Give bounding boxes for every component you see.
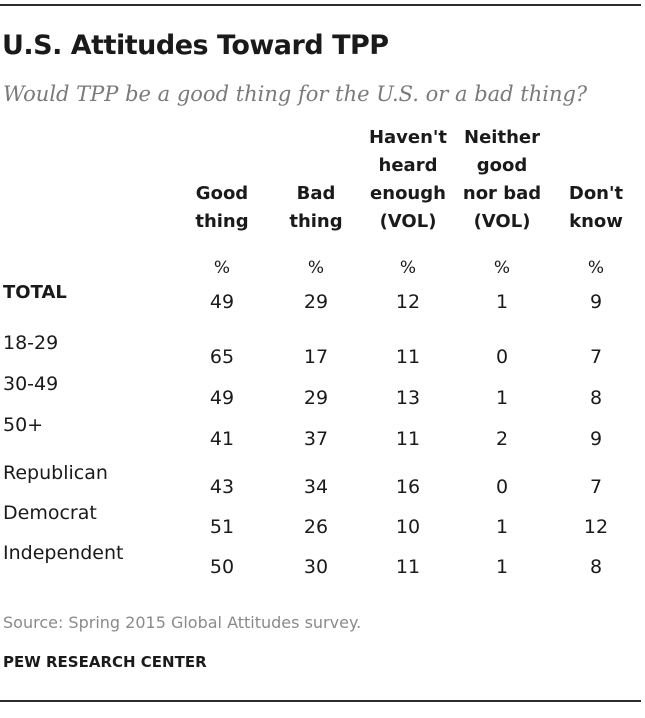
table-cell: 2	[495, 428, 509, 450]
unit-label: %	[307, 258, 325, 278]
table-cell: 11	[395, 346, 421, 368]
column-header-line: Good	[195, 183, 249, 204]
chart-title: U.S. Attitudes Toward TPP	[2, 30, 389, 61]
unit-label: %	[587, 258, 605, 278]
source-note: Source: Spring 2015 Global Attitudes sur…	[3, 613, 362, 632]
column-header: Haven't heard enough (VOL)	[348, 124, 468, 236]
table-cell: 17	[303, 346, 329, 368]
column-header: Neither good nor bad (VOL)	[442, 124, 562, 236]
column-header-line: enough	[370, 183, 446, 204]
table-cell: 7	[589, 476, 603, 498]
column-header-line: nor bad	[462, 183, 542, 204]
table-cell: 11	[395, 428, 421, 450]
unit-label: %	[493, 258, 511, 278]
table-cell: 26	[303, 516, 329, 538]
table-cell: 50	[209, 556, 235, 578]
row-label: 50+	[3, 414, 44, 436]
table-cell: 1	[495, 387, 509, 409]
table-cell: 13	[395, 387, 421, 409]
column-header-line: know	[569, 211, 623, 232]
table-cell: 43	[209, 476, 235, 498]
table-cell: 8	[589, 387, 603, 409]
unit-label: %	[213, 258, 231, 278]
column-header-line: thing	[289, 211, 343, 232]
table-cell: 1	[495, 516, 509, 538]
column-header: Good thing	[162, 180, 282, 236]
table-cell: 30	[303, 556, 329, 578]
table-cell: 1	[495, 291, 509, 313]
table-cell: 1	[495, 556, 509, 578]
column-header-line: good	[476, 155, 528, 176]
organization-name: PEW RESEARCH CENTER	[3, 653, 207, 671]
table-cell: 9	[589, 428, 603, 450]
table-cell: 29	[303, 291, 329, 313]
chart-subtitle: Would TPP be a good thing for the U.S. o…	[3, 82, 588, 106]
table-cell: 49	[209, 291, 235, 313]
column-header-line: Bad	[296, 183, 336, 204]
table-cell: 11	[395, 556, 421, 578]
column-header-line: (VOL)	[379, 211, 437, 232]
table-cell: 7	[589, 346, 603, 368]
table-cell: 8	[589, 556, 603, 578]
column-header-line: Haven't	[368, 127, 448, 148]
row-label: Independent	[3, 542, 124, 564]
top-rule	[0, 4, 641, 6]
column-header-line: heard	[378, 155, 438, 176]
table-cell: 49	[209, 387, 235, 409]
row-label: Democrat	[3, 502, 97, 524]
table-cell: 41	[209, 428, 235, 450]
row-label: 18-29	[3, 332, 59, 354]
unit-label: %	[399, 258, 417, 278]
table-cell: 12	[395, 291, 421, 313]
column-header-line: Neither	[464, 127, 540, 148]
table-cell: 10	[395, 516, 421, 538]
table-cell: 34	[303, 476, 329, 498]
table-cell: 12	[583, 516, 609, 538]
column-header-line: Don't	[568, 183, 624, 204]
column-header: Bad thing	[256, 180, 376, 236]
row-label: Republican	[3, 462, 108, 484]
table-cell: 51	[209, 516, 235, 538]
column-header-line: (VOL)	[473, 211, 531, 232]
row-label: 30-49	[3, 373, 59, 395]
row-label: TOTAL	[3, 282, 67, 303]
table-cell: 16	[395, 476, 421, 498]
bottom-rule	[0, 700, 641, 702]
table-cell: 0	[495, 346, 509, 368]
table-cell: 0	[495, 476, 509, 498]
table-cell: 65	[209, 346, 235, 368]
column-header-line: thing	[195, 211, 249, 232]
column-header: Don't know	[536, 180, 645, 236]
table-cell: 37	[303, 428, 329, 450]
table-cell: 9	[589, 291, 603, 313]
table-cell: 29	[303, 387, 329, 409]
